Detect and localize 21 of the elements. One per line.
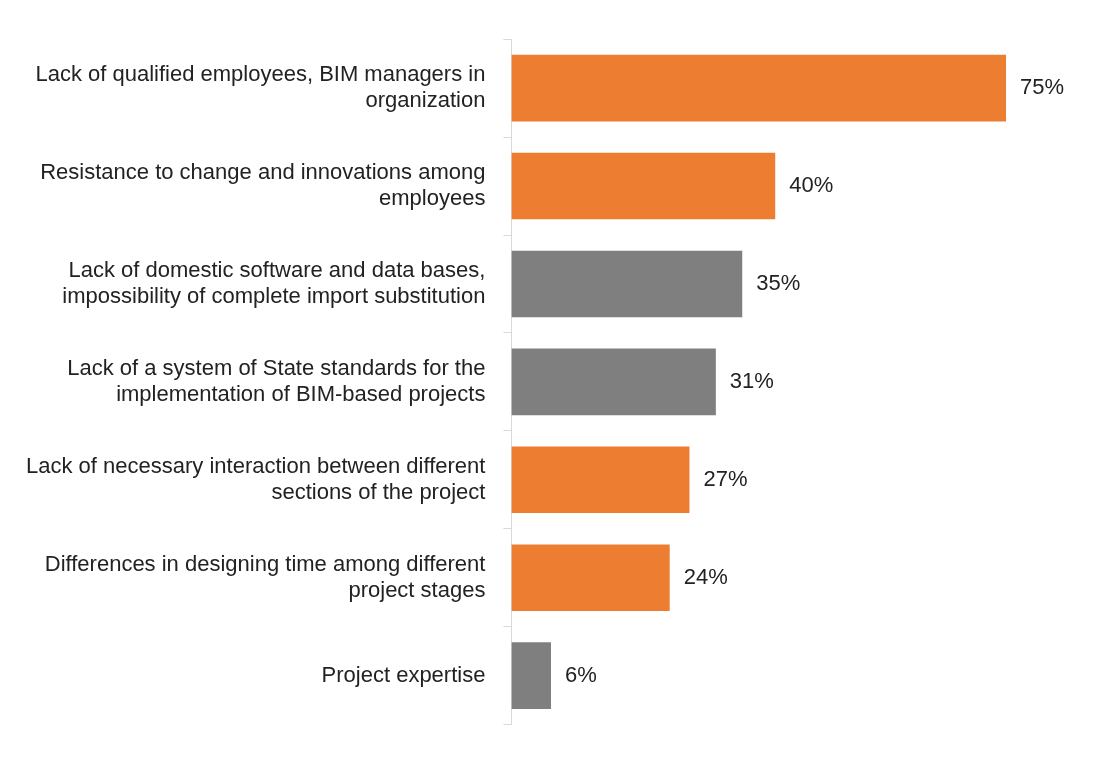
bar [511,152,776,220]
y-tick-label: Lack of necessary interaction between different sections of the project [26,452,486,505]
bar [511,250,743,318]
bar [511,54,1007,122]
data-label: 31% [729,367,774,393]
data-label: 27% [703,465,748,491]
y-tick-label: Lack of a system of State standards for the implementation of BIM-based projects [67,354,486,407]
data-label: 6% [564,661,597,687]
bar [511,348,716,416]
y-tick-label: Resistance to change and innovations among employees [40,158,486,211]
data-label: 24% [683,563,728,589]
data-label: 40% [789,172,834,198]
y-tick-label: Lack of qualified employees, BIM managers in organization [35,61,486,113]
data-label: 75% [1020,74,1065,100]
bar [511,446,690,514]
bar [511,642,551,709]
data-label: 35% [756,270,801,296]
bar [511,544,670,612]
y-tick-label: Lack of domestic software and data bases, impossibility of complete import substitution [62,256,486,309]
y-tick-label: Project expertise [321,661,486,687]
y-tick-label: Differences in designing time among different project stages [44,550,486,602]
